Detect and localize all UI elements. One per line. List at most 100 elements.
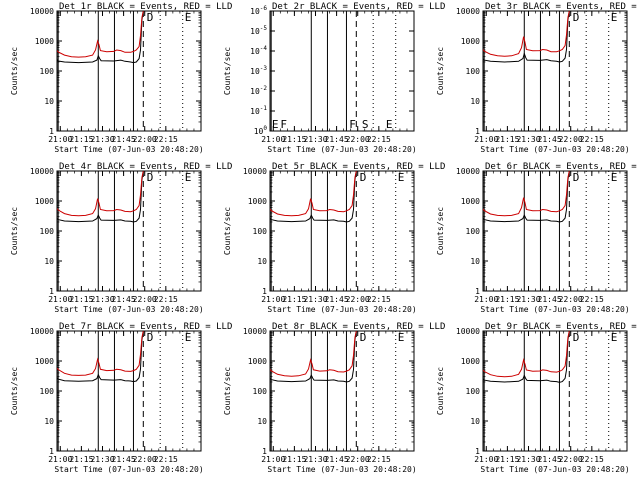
y-tick-label: 100 [253, 227, 268, 236]
chart-panel-3: Det_3r BLACK = Events, RED = LLD 1 10 100 10… [436, 2, 640, 154]
chart-panel-6: Det_6r BLACK = Events, RED = LLD 1 10 100 10… [436, 162, 640, 314]
y-tick-label: 1 [262, 447, 267, 456]
x-tick-label: 21:15 [69, 135, 93, 144]
top-marker: E [185, 331, 192, 344]
series-events [483, 171, 570, 223]
y-tick-label: 10-6 [250, 5, 267, 16]
x-tick-label: 21:00 [261, 455, 285, 464]
x-tick-label: 22:15 [367, 455, 391, 464]
y-tick-label: 1 [49, 447, 54, 456]
x-tick-label: 21:00 [48, 455, 72, 464]
plot-frame [482, 10, 628, 132]
chart-title: Det_3r BLACK = Events, RED = LLD [485, 2, 640, 12]
x-tick-label: 21:00 [261, 135, 285, 144]
y-tick-label: 10000 [456, 7, 480, 16]
x-tick-label: 22:00 [346, 135, 370, 144]
y-tick-label: 10-1 [250, 105, 267, 116]
y-axis-label: Counts/sec [436, 207, 445, 255]
bottom-marker: F [280, 118, 287, 131]
y-tick-label: 100 [254, 125, 268, 136]
top-marker: E [398, 171, 405, 184]
plot-frame [482, 330, 628, 452]
x-tick-label: 22:15 [154, 295, 178, 304]
chart-panel-1: Det_1r BLACK = Events, RED = LLD 1 10 100 10… [10, 2, 232, 154]
bottom-marker: S [362, 118, 369, 131]
y-tick-label: 1000 [461, 357, 480, 366]
chart-panel-4: Det_4r BLACK = Events, RED = LLD 1 10 100 10… [10, 162, 232, 314]
x-tick-label: 22:15 [154, 135, 178, 144]
series-events [483, 11, 570, 63]
x-tick-label: 21:00 [48, 135, 72, 144]
chart-title: Det_5r BLACK = Events, RED = LLD [272, 162, 445, 172]
y-tick-label: 1 [475, 447, 480, 456]
y-axis-label: Counts/sec [10, 207, 19, 255]
y-tick-label: 100 [40, 227, 55, 236]
plot-frame [269, 170, 415, 292]
x-tick-label: 22:15 [580, 295, 604, 304]
series-events [270, 331, 357, 383]
y-axis-label: Counts/sec [436, 367, 445, 415]
y-axis-label: Counts/sec [10, 47, 19, 95]
x-tick-label: 21:15 [495, 135, 519, 144]
y-tick-label: 10000 [30, 167, 54, 176]
series-lld [57, 11, 144, 58]
chart-panel-8: Det_8r BLACK = Events, RED = LLD 1 10 100 10… [223, 322, 445, 474]
bottom-marker: E [272, 118, 279, 131]
chart-title: Det_2r BLACK = Events, RED = LLD [272, 2, 445, 12]
y-tick-label: 1000 [35, 357, 54, 366]
y-tick-label: 10 [470, 97, 480, 106]
y-tick-label: 1000 [35, 197, 54, 206]
plot-frame [269, 330, 415, 452]
top-marker: E [185, 11, 192, 24]
series-events [57, 11, 144, 64]
y-axis-label: Counts/sec [223, 207, 232, 255]
y-tick-label: 10 [257, 417, 267, 426]
x-axis-label: Start Time (07-Jun-03 20:48:20) [54, 145, 203, 154]
top-marker: D [573, 11, 580, 24]
series-events [57, 171, 144, 223]
x-tick-label: 21:30 [90, 295, 114, 304]
x-tick-label: 21:00 [474, 295, 498, 304]
y-tick-label: 1 [475, 287, 480, 296]
y-tick-label: 100 [466, 227, 481, 236]
plot-frame [269, 10, 415, 132]
y-tick-label: 10 [470, 417, 480, 426]
y-tick-label: 100 [40, 67, 55, 76]
chart-panel-2: Det_2r BLACK = Events, RED = LLD 100 10-1 1… [223, 2, 445, 154]
top-marker: E [611, 171, 618, 184]
top-marker: E [611, 11, 618, 24]
y-tick-label: 10000 [30, 327, 54, 336]
x-tick-label: 21:45 [112, 135, 136, 144]
x-tick-label: 22:00 [559, 295, 583, 304]
x-tick-label: 21:45 [325, 455, 349, 464]
x-tick-label: 21:45 [325, 295, 349, 304]
y-tick-label: 10-3 [250, 65, 267, 76]
x-tick-label: 22:00 [346, 455, 370, 464]
y-tick-label: 1 [49, 287, 54, 296]
y-tick-label: 1 [475, 127, 480, 136]
y-tick-label: 10 [470, 257, 480, 266]
chart-title: Det_6r BLACK = Events, RED = LLD [485, 162, 640, 172]
y-axis-label: Counts/sec [436, 47, 445, 95]
x-tick-label: 22:15 [154, 455, 178, 464]
x-tick-label: 22:15 [367, 295, 391, 304]
x-axis-label: Start Time (07-Jun-03 20:48:20) [480, 465, 629, 474]
y-tick-label: 100 [466, 67, 481, 76]
bottom-marker: E [386, 118, 393, 131]
x-tick-label: 21:00 [261, 295, 285, 304]
chart-panel-9: Det_9r BLACK = Events, RED = LLD 1 10 100 10… [436, 322, 640, 474]
chart-panel-5: Det_5r BLACK = Events, RED = LLD 1 10 100 10… [223, 162, 445, 314]
y-axis-label: Counts/sec [223, 47, 232, 95]
y-tick-label: 10-5 [250, 25, 267, 36]
x-tick-label: 21:30 [303, 135, 327, 144]
x-axis-label: Start Time (07-Jun-03 20:48:20) [480, 305, 629, 314]
top-marker: D [573, 171, 580, 184]
y-tick-label: 10000 [456, 167, 480, 176]
x-tick-label: 21:30 [516, 455, 540, 464]
x-axis-label: Start Time (07-Jun-03 20:48:20) [54, 305, 203, 314]
x-tick-label: 21:15 [282, 295, 306, 304]
series-lld [270, 331, 357, 377]
x-tick-label: 22:00 [133, 135, 157, 144]
series-events [57, 331, 144, 383]
x-tick-label: 22:00 [346, 295, 370, 304]
